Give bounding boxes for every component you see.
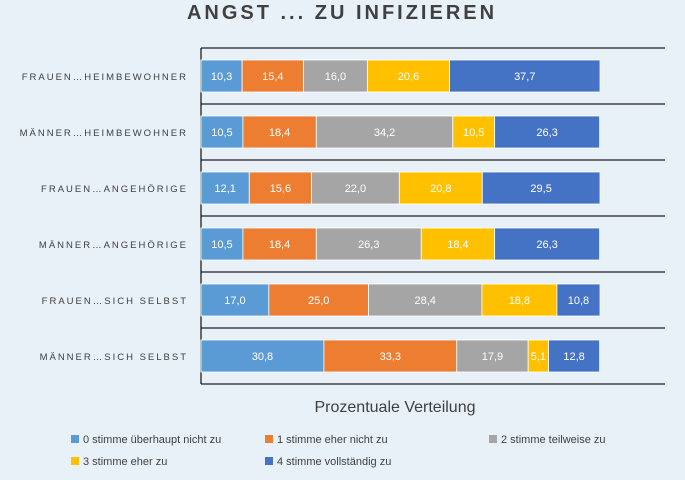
bar-segment	[323, 339, 458, 373]
bar-value-label: 22,0	[345, 183, 366, 195]
bar-segment	[200, 227, 244, 261]
bars-layer	[200, 59, 601, 373]
legend-swatch	[265, 435, 273, 443]
bar-segment	[248, 171, 312, 205]
bar-segment	[398, 171, 483, 205]
bar-segment	[420, 227, 496, 261]
bar-value-label: 25,0	[308, 295, 329, 307]
bar-segment	[200, 339, 325, 373]
category-label: MÄNNER…SICH SELBST	[40, 352, 188, 363]
bar-segment	[456, 339, 529, 373]
bar-value-label: 37,7	[514, 71, 535, 83]
bar-value-label: 12,8	[563, 351, 584, 363]
category-label: FRAUEN…HEIMBEWOHNER	[22, 72, 188, 83]
legend-label: 3 stimme eher zu	[83, 456, 167, 468]
bar-segment	[452, 115, 496, 149]
bar-value-label: 30,8	[252, 351, 273, 363]
bar-segment	[548, 339, 601, 373]
bar-value-label: 15,6	[270, 183, 291, 195]
bar-value-label: 10,5	[211, 239, 232, 251]
bar-value-label: 10,8	[568, 295, 589, 307]
legend-label: 4 stimme vollständig zu	[277, 456, 391, 468]
bar-value-label: 18,8	[509, 295, 530, 307]
bar-segment	[200, 171, 250, 205]
bar-value-labels: 10,3 15,4 16,0 20,6 37,7 10,5 18,4 34,2 10,5 26,3…	[211, 71, 589, 363]
bar-value-label: 16,0	[325, 71, 346, 83]
category-label: MÄNNER…HEIMBEWOHNER	[20, 128, 188, 139]
legend-label: 2 stimme teilweise zu	[501, 434, 606, 446]
legend-entry: 2 stimme teilweise zu	[489, 434, 606, 446]
legend-label: 0 stimme überhaupt nicht zu	[83, 434, 221, 446]
category-label: FRAUEN…ANGEHÖRIGE	[41, 184, 188, 195]
category-label: FRAUEN…SICH SELBST	[42, 296, 188, 307]
bar-value-label: 26,3	[536, 127, 557, 139]
bar-value-label: 29,5	[530, 183, 551, 195]
legend-entry: 0 stimme überhaupt nicht zu	[71, 434, 221, 446]
bar-segment	[494, 227, 601, 261]
bar-value-label: 18,4	[269, 127, 290, 139]
legend-entry: 1 stimme eher nicht zu	[265, 434, 388, 446]
bar-value-label: 10,3	[211, 71, 232, 83]
legend-swatch	[489, 435, 497, 443]
bar-segment	[268, 283, 369, 317]
bar-value-label: 33,3	[380, 351, 401, 363]
legend-entry: 4 stimme vollständig zu	[265, 456, 391, 468]
bar-value-label: 20,6	[398, 71, 419, 83]
bar-value-label: 12,1	[214, 183, 235, 195]
bar-value-label: 17,0	[224, 295, 245, 307]
legend-swatch	[71, 457, 79, 465]
legend-entry: 3 stimme eher zu	[71, 456, 167, 468]
bar-segment	[311, 171, 400, 205]
bar-value-label: 5,1	[531, 351, 546, 363]
category-labels: FRAUEN…HEIMBEWOHNER MÄNNER…HEIMBEWOHNER FR…	[20, 72, 188, 363]
bar-segment	[368, 283, 483, 317]
bar-segment	[200, 115, 244, 149]
legend-label: 1 stimme eher nicht zu	[277, 434, 388, 446]
x-axis-label: Prozentuale Verteilung	[315, 399, 476, 416]
bar-value-label: 34,2	[374, 127, 395, 139]
category-label: MÄNNER…ANGEHÖRIGE	[39, 240, 188, 251]
bar-segment	[242, 227, 317, 261]
legend-swatch	[71, 435, 79, 443]
bar-segment	[449, 59, 601, 93]
bar-value-label: 17,9	[482, 351, 503, 363]
bar-segment	[242, 115, 317, 149]
bar-segment	[481, 283, 558, 317]
bar-segment	[315, 115, 454, 149]
bar-value-label: 10,5	[463, 127, 484, 139]
bar-segment	[200, 59, 243, 93]
bar-value-label: 28,4	[415, 295, 436, 307]
bar-value-label: 26,3	[536, 239, 557, 251]
bar-value-label: 18,4	[269, 239, 290, 251]
bar-value-label: 20,8	[430, 183, 451, 195]
bar-value-label: 15,4	[262, 71, 283, 83]
bar-segment	[556, 283, 601, 317]
bar-value-label: 10,5	[211, 127, 232, 139]
bar-segment	[494, 115, 601, 149]
bar-segment	[241, 59, 304, 93]
bar-value-label: 18,4	[447, 239, 468, 251]
legend: 0 stimme überhaupt nicht zu 1 stimme eher…	[71, 434, 606, 468]
plot-separators	[200, 47, 665, 385]
legend-swatch	[265, 457, 273, 465]
bar-segment	[315, 227, 422, 261]
chart-title: ANGST ... ZU INFIZIEREN	[187, 2, 497, 24]
bar-value-label: 26,3	[358, 239, 379, 251]
bar-segment	[481, 171, 601, 205]
